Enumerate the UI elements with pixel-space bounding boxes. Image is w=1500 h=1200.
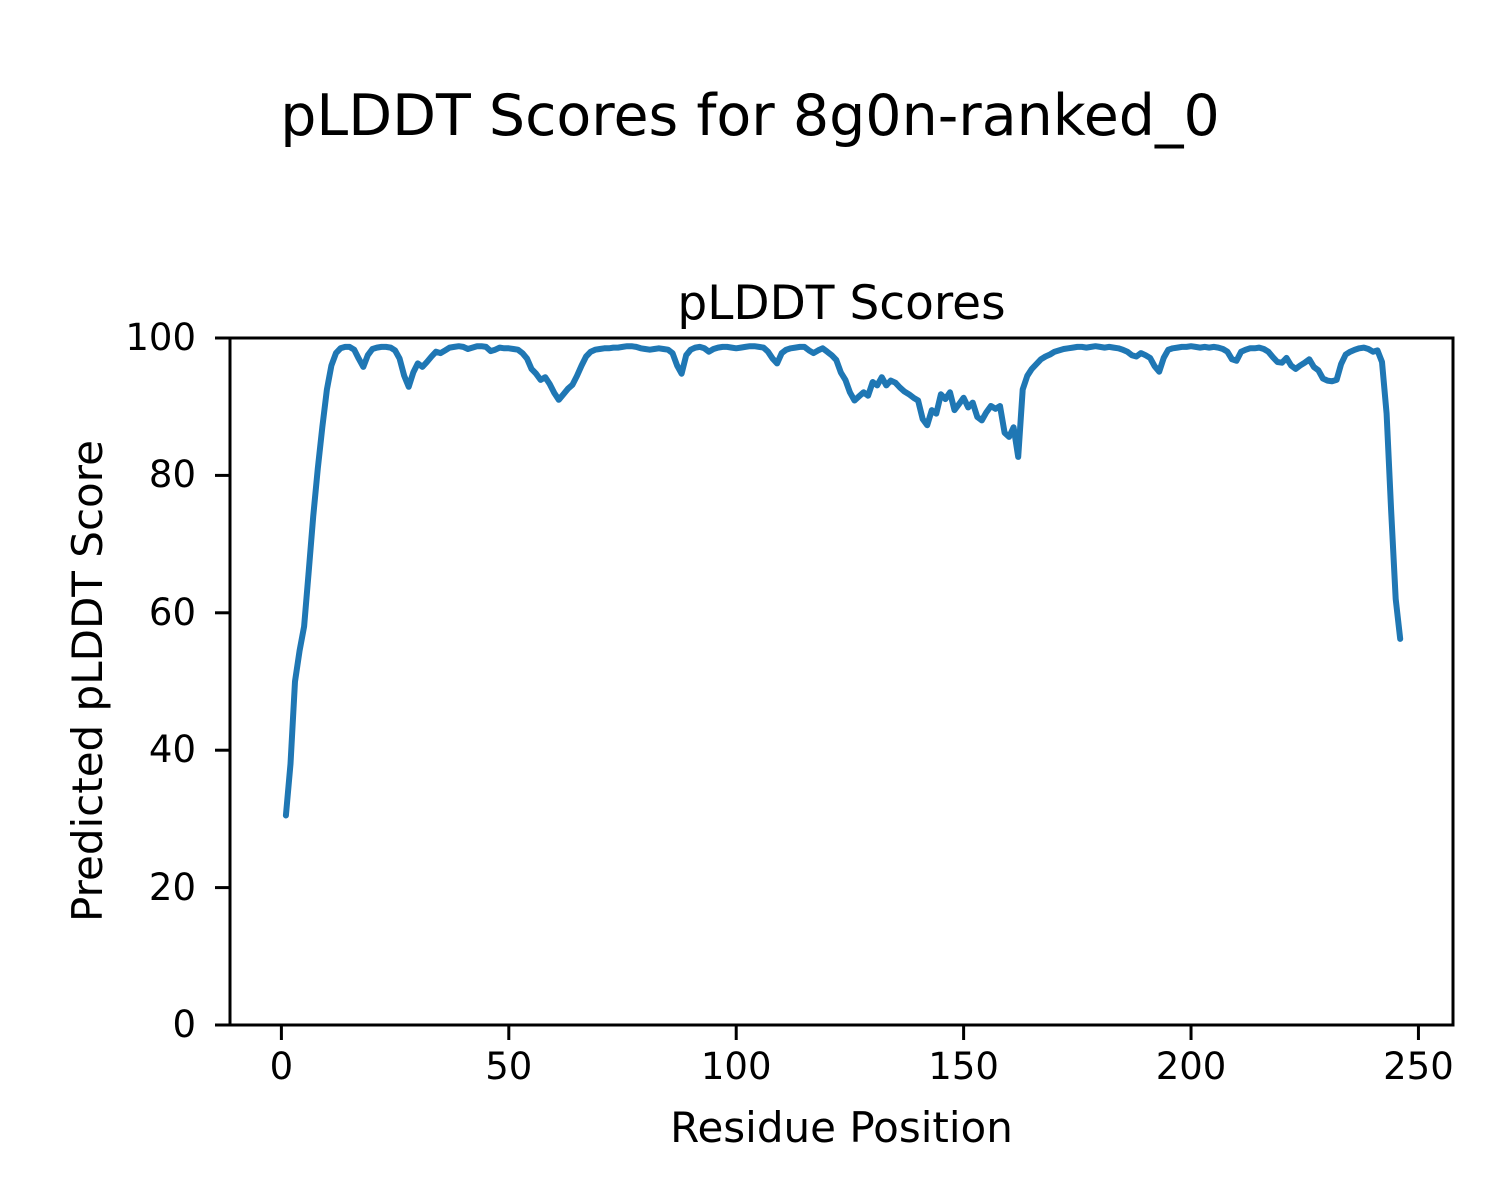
x-tick-label: 0 <box>269 1045 294 1088</box>
axes-title: pLDDT Scores <box>677 276 1006 331</box>
axes-spines <box>228 336 1455 1027</box>
y-tick-label: 40 <box>148 728 196 772</box>
x-tick-label: 100 <box>700 1045 772 1088</box>
figure-title: pLDDT Scores for 8g0n-ranked_0 <box>280 83 1220 149</box>
x-axis-label: Residue Position <box>670 1103 1013 1152</box>
x-axis-ticks <box>279 1025 1420 1040</box>
y-tick-label: 20 <box>148 865 196 909</box>
x-tick-label: 50 <box>485 1045 533 1088</box>
x-tick-label: 150 <box>928 1045 999 1088</box>
x-tick-label: 200 <box>1155 1045 1227 1088</box>
y-axis-ticks <box>215 336 230 1027</box>
y-tick-label: 100 <box>125 316 196 359</box>
plddt-score-line <box>282 343 1404 819</box>
y-tick-label: 60 <box>148 590 196 634</box>
y-tick-label: 0 <box>172 1003 196 1046</box>
y-tick-label: 80 <box>148 453 196 497</box>
plddt-line <box>282 343 1404 819</box>
x-tick-label: 250 <box>1383 1045 1454 1088</box>
